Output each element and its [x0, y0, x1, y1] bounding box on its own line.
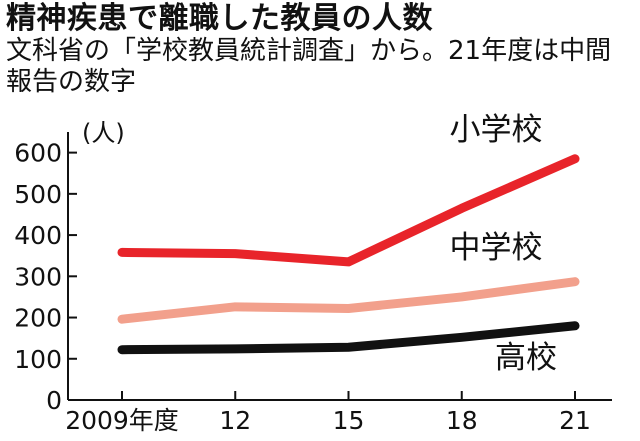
chart-axes: 0 100 200 300 400 500 600 (人) 2009年度 12 15 18 21 — [14, 119, 612, 435]
y-axis-unit-label: (人) — [82, 119, 125, 147]
y-tick-label: 100 — [14, 345, 62, 374]
x-tick-label: 12 — [219, 406, 251, 435]
x-tick-label: 21 — [559, 406, 591, 435]
series-line-2 — [117, 321, 580, 355]
y-tick-label: 0 — [46, 386, 62, 415]
y-tick-label: 500 — [14, 180, 62, 209]
series-label-0: 小学校 — [450, 112, 543, 148]
x-tick-label: 18 — [446, 406, 478, 435]
series-label-2: 高校 — [495, 340, 557, 376]
chart-title: 精神疾患で離職した教員の人数 — [6, 1, 433, 36]
y-tick-label: 200 — [14, 304, 62, 333]
x-tick-label: 2009年度 — [65, 406, 179, 435]
series-line-1 — [117, 277, 580, 324]
y-tick-label: 400 — [14, 221, 62, 250]
y-tick-label: 600 — [14, 139, 62, 168]
series-label-1: 中学校 — [450, 230, 543, 266]
chart-subtitle: 文科省の「学校教員統計調査」から。21年度は中間報告の数字 — [6, 36, 612, 97]
x-tick-label: 15 — [333, 406, 365, 435]
series-layer — [117, 154, 580, 355]
y-tick-label: 300 — [14, 262, 62, 291]
series-line-0 — [117, 154, 580, 267]
